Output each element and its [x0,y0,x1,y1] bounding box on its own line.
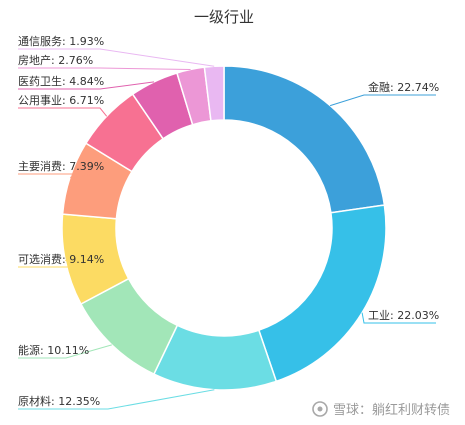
label-finance: 金融: 22.74% [368,80,439,94]
leader-line-utilities [18,107,108,117]
label-industrials: 工业: 22.03% [368,309,439,322]
label-utilities: 公用事业: 6.71% [18,94,104,107]
slice-industrials [257,204,387,383]
watermark: 雪球：躺红利财转债 [312,401,450,418]
leader-line-energy [18,344,112,359]
leader-line-consumer-discretionary [18,259,101,268]
leader-line-consumer-staples [18,173,101,178]
label-consumer-discretionary: 可选消费: 9.14% [18,252,104,266]
leader-line-materials [18,389,215,410]
snowball-logo-icon [312,401,328,417]
leader-line-real-estate [18,67,191,70]
leader-line-finance [329,94,436,107]
label-real-estate: 房地产: 2.76% [18,53,93,67]
leader-line-communication-services [18,48,215,67]
leader-line-healthcare [18,81,155,90]
slice-communication-services [203,65,225,122]
label-healthcare: 医药卫生: 4.84% [18,74,104,88]
slice-labels: 金融: 22.74% 工业: 22.03% 原材料: 12.35% 能源: 10.11… [18,35,439,408]
leader-line-industrials [361,312,436,324]
label-energy: 能源: 10.11% [18,343,89,357]
label-materials: 原材料: 12.35% [18,394,100,408]
slice-finance [223,65,386,214]
watermark-text: 雪球：躺红利财转债 [333,402,450,418]
label-consumer-staples: 主要消费: 7.39% [18,159,104,173]
slices-group [61,65,387,391]
leader-lines [18,48,436,410]
label-communication-services: 通信服务: 1.93% [18,35,104,48]
chart-title: 一级行业 [194,8,254,26]
